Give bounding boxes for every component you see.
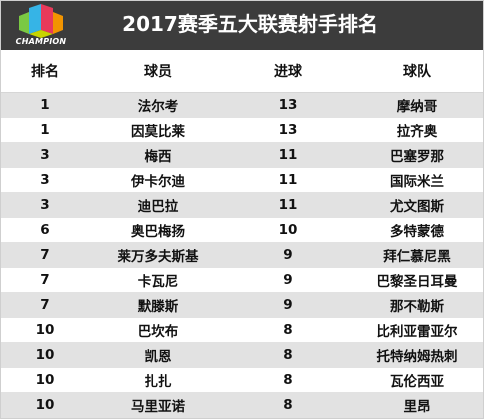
table-row: 6 奥巴梅扬 10 多特蒙德 xyxy=(1,217,483,243)
table-row: 1 因莫比莱 13 拉齐奥 xyxy=(1,117,483,143)
table-row: 3 伊卡尔迪 11 国际米兰 xyxy=(1,167,483,193)
player-cell: 巴坎布 xyxy=(89,317,227,343)
ranking-table: 排名 球员 进球 球队 1 法尔考 13 摩纳哥 1 因莫比莱 13 拉齐奥 3 梅西 11 巴塞罗那… xyxy=(1,50,483,418)
goals-cell: 9 xyxy=(227,242,349,268)
player-cell: 凯恩 xyxy=(89,342,227,368)
goals-cell: 11 xyxy=(227,142,349,168)
table-row: 3 梅西 11 巴塞罗那 xyxy=(1,142,483,168)
team-cell: 尤文图斯 xyxy=(349,192,483,218)
goals-cell: 8 xyxy=(227,392,349,418)
rank-cell: 3 xyxy=(1,142,89,168)
table-row: 10 扎扎 8 瓦伦西亚 xyxy=(1,367,483,393)
rank-cell: 7 xyxy=(1,292,89,318)
team-cell: 拜仁慕尼黑 xyxy=(349,242,483,268)
header-rank: 排名 xyxy=(1,50,89,93)
team-cell: 比利亚雷亚尔 xyxy=(349,317,483,343)
player-cell: 莱万多夫斯基 xyxy=(89,242,227,268)
player-cell: 梅西 xyxy=(89,142,227,168)
rank-cell: 10 xyxy=(1,392,89,418)
rank-cell: 1 xyxy=(1,92,89,118)
player-cell: 迪巴拉 xyxy=(89,192,227,218)
rank-cell: 7 xyxy=(1,242,89,268)
rank-cell: 3 xyxy=(1,192,89,218)
table-row: 3 迪巴拉 11 尤文图斯 xyxy=(1,192,483,218)
team-cell: 国际米兰 xyxy=(349,167,483,193)
rank-cell: 6 xyxy=(1,217,89,243)
team-cell: 里昂 xyxy=(349,392,483,418)
table-row: 7 卡瓦尼 9 巴黎圣日耳曼 xyxy=(1,267,483,293)
goals-cell: 11 xyxy=(227,167,349,193)
champion-logo: CHAMPION xyxy=(7,4,75,48)
table-row: 10 凯恩 8 托特纳姆热刺 xyxy=(1,342,483,368)
player-cell: 伊卡尔迪 xyxy=(89,167,227,193)
table-row: 1 法尔考 13 摩纳哥 xyxy=(1,92,483,118)
goals-cell: 8 xyxy=(227,317,349,343)
team-cell: 瓦伦西亚 xyxy=(349,367,483,393)
rank-cell: 3 xyxy=(1,167,89,193)
rank-cell: 10 xyxy=(1,317,89,343)
goals-cell: 8 xyxy=(227,342,349,368)
table-body: 1 法尔考 13 摩纳哥 1 因莫比莱 13 拉齐奥 3 梅西 11 巴塞罗那 3 伊卡尔迪 11 国际米兰 3… xyxy=(1,92,483,418)
title-bar: CHAMPION 2017赛季五大联赛射手排名 xyxy=(1,1,483,50)
ranking-table-wrap: 排名 球员 进球 球队 1 法尔考 13 摩纳哥 1 因莫比莱 13 拉齐奥 3 梅西 11 巴塞罗那… xyxy=(1,50,483,418)
team-cell: 摩纳哥 xyxy=(349,92,483,118)
header-player: 球员 xyxy=(89,50,227,93)
goals-cell: 11 xyxy=(227,192,349,218)
rank-cell: 10 xyxy=(1,367,89,393)
player-cell: 默滕斯 xyxy=(89,292,227,318)
table-row: 10 巴坎布 8 比利亚雷亚尔 xyxy=(1,317,483,343)
page-title: 2017赛季五大联赛射手排名 xyxy=(122,12,378,36)
table-row: 7 默滕斯 9 那不勒斯 xyxy=(1,292,483,318)
goals-cell: 8 xyxy=(227,367,349,393)
player-cell: 扎扎 xyxy=(89,367,227,393)
goals-cell: 10 xyxy=(227,217,349,243)
champion-logo-icon xyxy=(19,4,63,38)
team-cell: 托特纳姆热刺 xyxy=(349,342,483,368)
rank-cell: 7 xyxy=(1,267,89,293)
table-header-row: 排名 球员 进球 球队 xyxy=(1,50,483,93)
rank-cell: 10 xyxy=(1,342,89,368)
team-cell: 那不勒斯 xyxy=(349,292,483,318)
team-cell: 巴黎圣日耳曼 xyxy=(349,267,483,293)
goals-cell: 13 xyxy=(227,92,349,118)
rank-cell: 1 xyxy=(1,117,89,143)
team-cell: 巴塞罗那 xyxy=(349,142,483,168)
player-cell: 法尔考 xyxy=(89,92,227,118)
player-cell: 马里亚诺 xyxy=(89,392,227,418)
goals-cell: 9 xyxy=(227,292,349,318)
goals-cell: 9 xyxy=(227,267,349,293)
team-cell: 拉齐奥 xyxy=(349,117,483,143)
player-cell: 奥巴梅扬 xyxy=(89,217,227,243)
header-goals: 进球 xyxy=(227,50,349,93)
logo-text: CHAMPION xyxy=(15,37,67,46)
player-cell: 因莫比莱 xyxy=(89,117,227,143)
table-row: 7 莱万多夫斯基 9 拜仁慕尼黑 xyxy=(1,242,483,268)
goals-cell: 13 xyxy=(227,117,349,143)
header-team: 球队 xyxy=(349,50,483,93)
table-row: 10 马里亚诺 8 里昂 xyxy=(1,392,483,418)
player-cell: 卡瓦尼 xyxy=(89,267,227,293)
team-cell: 多特蒙德 xyxy=(349,217,483,243)
